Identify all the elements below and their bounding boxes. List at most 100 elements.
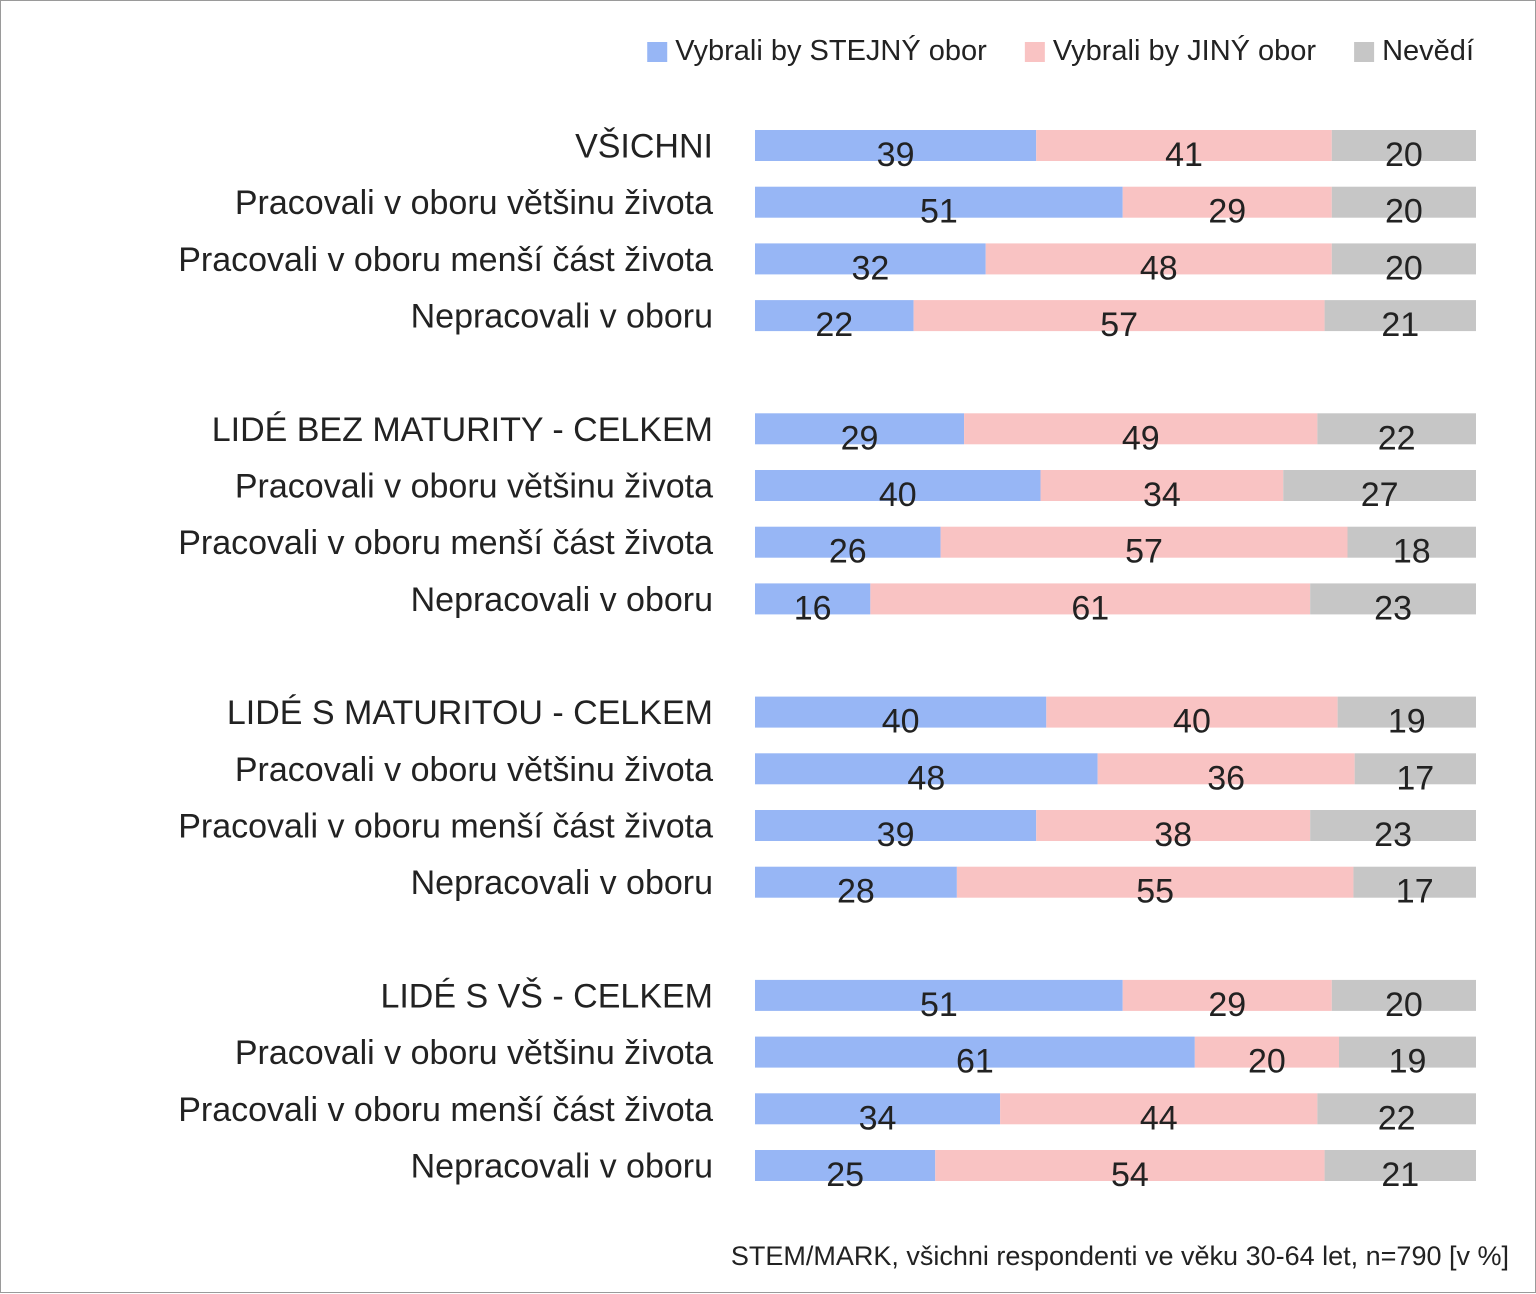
bar-segment-series-1 [755, 130, 1037, 161]
data-label: 27 [1361, 476, 1399, 514]
data-label: 26 [829, 533, 867, 571]
data-label: 21 [1381, 1156, 1419, 1194]
bar-segment-series-1 [755, 470, 1041, 501]
bar-segment-series-1 [755, 810, 1037, 841]
data-label: 20 [1385, 986, 1423, 1024]
data-label: 40 [879, 476, 917, 514]
data-label: 38 [1154, 816, 1192, 854]
data-label: 34 [1143, 476, 1181, 514]
category-label: Nepracovali v oboru [411, 581, 713, 619]
data-label: 51 [920, 193, 958, 231]
bar-segment-series-2 [956, 866, 1354, 898]
data-label: 49 [1122, 419, 1160, 457]
data-label: 22 [815, 306, 853, 344]
data-label: 20 [1248, 1043, 1286, 1081]
category-label: Nepracovali v oboru [411, 298, 713, 336]
bar-segment-series-3 [1353, 866, 1476, 898]
bar-segment-series-2 [985, 243, 1332, 275]
data-label: 21 [1381, 306, 1419, 344]
legend-label: Vybrali by STEJNÝ obor [675, 34, 987, 67]
category-label: VŠICHNI [575, 128, 713, 166]
data-label: 54 [1111, 1156, 1149, 1194]
bar-segment-series-1 [755, 979, 1123, 1011]
category-label: Pracovali v oboru menší část života [178, 808, 713, 846]
data-label: 61 [956, 1043, 994, 1081]
bar-segment-series-3 [1324, 300, 1476, 332]
data-label: 23 [1374, 816, 1412, 854]
data-label: 20 [1385, 193, 1423, 231]
data-label: 57 [1125, 533, 1163, 571]
data-label: 19 [1389, 1043, 1427, 1081]
bar-segment-series-3 [1331, 186, 1476, 218]
bar-segment-series-1 [755, 243, 986, 275]
bar-segment-series-3 [1283, 470, 1476, 501]
category-label: Pracovali v oboru většinu života [235, 751, 713, 789]
bar-segment-series-3 [1310, 583, 1476, 615]
bar-segment-series-2 [1040, 470, 1284, 501]
bar-segment-series-2 [964, 413, 1318, 445]
data-label: 55 [1136, 873, 1174, 911]
bar-segment-series-2 [935, 1150, 1325, 1181]
source-note: STEM/MARK, všichni respondenti ve věku 3… [730, 1241, 1509, 1271]
bar-segment-series-1 [755, 753, 1098, 785]
bar-segment-series-3 [1347, 526, 1476, 558]
bar-segment-series-2 [1000, 1093, 1318, 1125]
bar-segment-series-3 [1310, 810, 1476, 841]
category-label: Pracovali v oboru menší část života [178, 1091, 713, 1129]
bar-segment-series-2 [940, 526, 1348, 558]
bar-segment-series-1 [755, 413, 965, 445]
category-label: Pracovali v oboru většinu života [235, 1034, 713, 1072]
data-label: 17 [1396, 873, 1434, 911]
bar-segment-series-1 [755, 1093, 1001, 1125]
legend-label: Nevědí [1382, 35, 1474, 67]
category-label: LIDÉ BEZ MATURITY - CELKEM [212, 411, 713, 449]
bar-segment-series-1 [755, 1036, 1195, 1068]
data-label: 39 [877, 816, 915, 854]
data-label: 41 [1165, 136, 1203, 174]
bar-segment-series-2 [913, 300, 1325, 332]
bar-segment-series-2 [1097, 753, 1355, 785]
category-label: Nepracovali v oboru [411, 1148, 713, 1186]
bar-segment-series-3 [1331, 979, 1476, 1011]
data-label: 25 [826, 1156, 864, 1194]
category-label: Pracovali v oboru většinu života [235, 468, 713, 506]
data-label: 22 [1378, 419, 1416, 457]
legend-label: Vybrali by JINÝ obor [1053, 34, 1317, 67]
legend-swatch [1024, 42, 1045, 62]
data-label: 39 [877, 136, 915, 174]
bar-segment-series-1 [755, 186, 1123, 218]
bar-segment-series-3 [1324, 1150, 1476, 1181]
bar-segment-series-1 [755, 583, 871, 615]
data-label: 36 [1207, 759, 1245, 797]
bar-segment-series-3 [1331, 243, 1476, 275]
bar-segment-series-3 [1331, 130, 1476, 161]
data-label: 48 [1140, 249, 1178, 287]
bar-segment-series-2 [1046, 696, 1338, 728]
data-label: 29 [841, 419, 879, 457]
bar-segment-series-1 [755, 1150, 936, 1181]
bar-segment-series-2 [1122, 979, 1332, 1011]
category-label: Nepracovali v oboru [411, 864, 713, 902]
bar-segment-series-1 [755, 866, 957, 898]
bar-segment-series-3 [1317, 1093, 1476, 1125]
data-label: 18 [1393, 533, 1431, 571]
data-label: 19 [1388, 703, 1426, 741]
data-label: 17 [1396, 759, 1434, 797]
bar-segment-series-3 [1317, 413, 1476, 445]
data-label: 44 [1140, 1099, 1178, 1137]
bar-segment-series-2 [1194, 1036, 1340, 1068]
category-label: Pracovali v oboru menší část života [178, 524, 713, 562]
data-label: 34 [859, 1099, 897, 1137]
bar-segment-series-3 [1354, 753, 1476, 785]
data-label: 40 [882, 703, 920, 741]
category-label: LIDÉ S VŠ - CELKEM [380, 977, 713, 1015]
data-label: 28 [837, 873, 875, 911]
bar-segment-series-1 [755, 696, 1047, 728]
bar-segment-series-1 [755, 526, 941, 558]
data-label: 61 [1071, 589, 1109, 627]
data-label: 29 [1208, 986, 1246, 1024]
data-label: 40 [1173, 703, 1211, 741]
data-label: 20 [1385, 136, 1423, 174]
